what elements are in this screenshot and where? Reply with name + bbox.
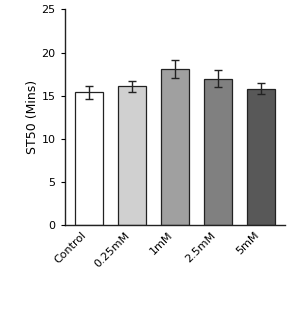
Bar <box>161 69 189 225</box>
Bar <box>204 79 232 225</box>
Bar <box>118 86 146 225</box>
Bar <box>75 92 103 225</box>
Y-axis label: ST50 (Mins): ST50 (Mins) <box>26 80 39 154</box>
Bar <box>247 89 275 225</box>
